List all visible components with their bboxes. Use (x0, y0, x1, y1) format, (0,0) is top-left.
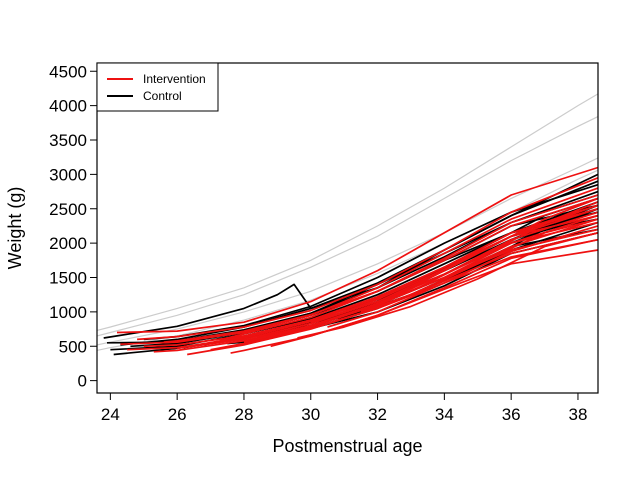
y-tick-label: 4500 (49, 62, 87, 81)
series-layer (103, 166, 599, 356)
x-tick-label: 32 (368, 405, 387, 424)
y-tick-label: 4000 (49, 97, 87, 116)
y-tick-label: 1000 (49, 303, 87, 322)
y-tick-label: 2500 (49, 200, 87, 219)
x-axis-label: Postmenstrual age (272, 436, 422, 456)
x-tick-label: 36 (502, 405, 521, 424)
reference-curve-0 (96, 93, 599, 331)
x-tick-label: 26 (168, 405, 187, 424)
intervention-series-16 (283, 211, 599, 334)
intervention-series-0 (116, 166, 599, 334)
y-tick-label: 0 (78, 372, 87, 391)
intervention-series-20 (343, 204, 599, 317)
legend-box (96, 62, 219, 112)
intervention-series-21 (360, 218, 599, 313)
y-tick-label: 3500 (49, 131, 87, 150)
legend-label-control: Control (143, 89, 182, 103)
legend-label-intervention: Intervention (143, 72, 206, 86)
reference-curve-1 (96, 116, 599, 337)
y-tick-label: 2000 (49, 234, 87, 253)
intervention-series-19 (327, 225, 599, 328)
plot-frame (96, 62, 599, 394)
intervention-series-6 (163, 197, 599, 343)
intervention-series-23 (410, 197, 599, 289)
intervention-series-9 (197, 207, 599, 346)
intervention-series-22 (377, 214, 599, 306)
legend: Intervention Control (96, 62, 219, 112)
y-tick-label: 1500 (49, 269, 87, 288)
intervention-series-17 (297, 231, 599, 339)
x-tick-label: 30 (301, 405, 320, 424)
y-tick-label: 500 (59, 337, 87, 356)
reference-curve-3 (96, 169, 599, 351)
x-axis: 24 26 28 30 32 34 36 38 (101, 393, 587, 424)
y-tick-label: 3000 (49, 165, 87, 184)
intervention-series-10 (210, 231, 599, 351)
intervention-series-3 (137, 177, 599, 341)
y-axis: 0 500 1000 1500 2000 2500 3000 3500 4000 4500 (49, 62, 97, 391)
x-tick-label: 28 (234, 405, 253, 424)
control-series-4 (120, 180, 599, 346)
intervention-series-11 (220, 194, 599, 341)
intervention-series-1 (120, 187, 599, 346)
intervention-series-14 (257, 207, 599, 338)
x-tick-label: 34 (435, 405, 454, 424)
control-series-7 (160, 194, 599, 343)
reference-curve-2 (96, 157, 599, 346)
x-tick-label: 38 (568, 405, 587, 424)
y-axis-label: Weight (g) (5, 187, 25, 270)
x-tick-label: 24 (101, 405, 120, 424)
